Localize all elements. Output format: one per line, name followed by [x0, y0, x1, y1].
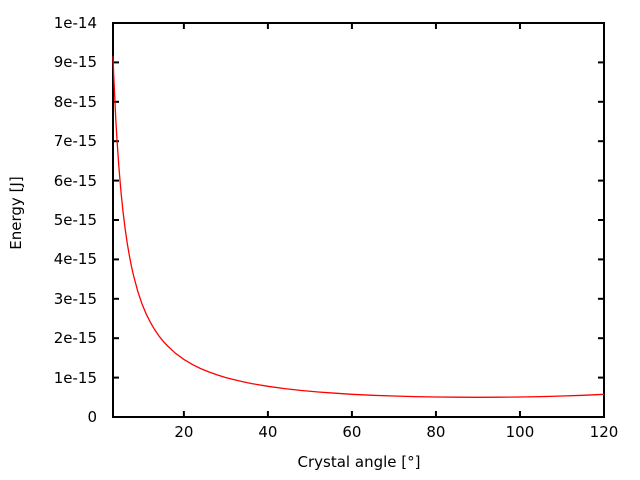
y-tick-label: 4e-15	[53, 250, 97, 269]
y-tick-label: 6e-15	[53, 171, 97, 190]
x-axis-title: Crystal angle [°]	[297, 453, 421, 471]
y-tick-label: 5e-15	[53, 211, 97, 229]
y-tick-label: 0	[87, 408, 97, 426]
x-tick-label: 20	[174, 423, 194, 441]
x-tick-label: 80	[426, 423, 446, 441]
y-tick-label: 1e-15	[53, 368, 97, 387]
y-tick-label: 3e-15	[53, 289, 97, 308]
y-tick-label: 1e-14	[53, 14, 97, 32]
plot-border	[112, 22, 605, 418]
y-tick-label: 9e-15	[53, 53, 97, 72]
x-tick-label: 120	[589, 423, 619, 441]
y-tick-label: 8e-15	[53, 92, 97, 111]
data-curve-energy-vs-angle	[112, 56, 605, 398]
y-tick-label: 7e-15	[53, 132, 97, 151]
y-tick-label: 2e-15	[53, 329, 97, 348]
y-axis-title: Energy [J]	[7, 176, 25, 250]
x-tick-label: 40	[258, 423, 278, 441]
x-tick-label: 100	[505, 423, 535, 441]
x-tick-label: 60	[342, 423, 362, 441]
